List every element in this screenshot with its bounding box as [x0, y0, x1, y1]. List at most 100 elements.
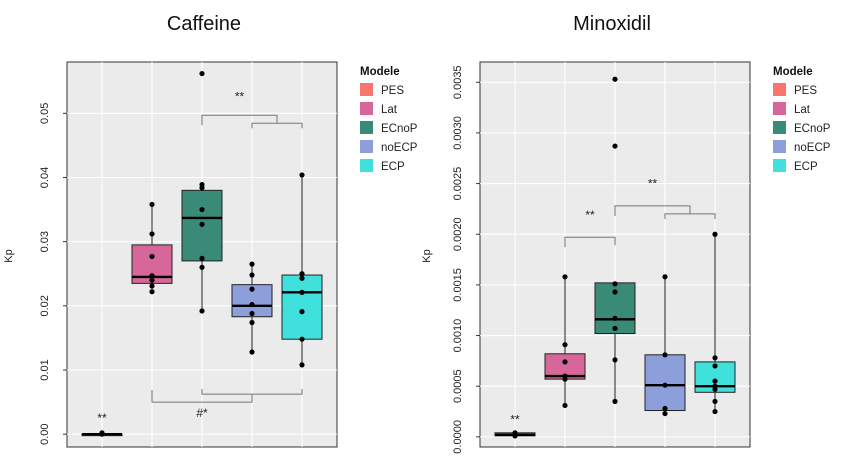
- minoxidil-significance-label: **: [510, 413, 520, 427]
- minoxidil-legend-key-pes: [773, 83, 786, 96]
- minoxidil-data-point: [712, 363, 718, 369]
- caffeine-y-ticks: 0.00 0.01 0.02 0.03 0.04 0.05: [39, 103, 67, 445]
- caffeine-data-point: [199, 255, 205, 261]
- caffeine-data-point: [299, 271, 305, 277]
- minoxidil-data-point: [562, 359, 568, 365]
- minoxidil-legend-label-ecnop: ECnoP: [794, 123, 831, 135]
- minoxidil-legend-label-ecp: ECP: [794, 161, 818, 173]
- caffeine-y-tick-label: 0.04: [39, 167, 51, 188]
- minoxidil-data-point: [662, 274, 668, 280]
- caffeine-data-point: [299, 289, 305, 295]
- caffeine-legend-title: Modele: [360, 66, 400, 78]
- caffeine-data-point: [149, 289, 155, 295]
- minoxidil-y-tick-label: 0.0015: [452, 268, 464, 302]
- caffeine-data-point: [299, 336, 305, 342]
- caffeine-data-point: [299, 172, 305, 178]
- caffeine-data-point: [249, 349, 255, 355]
- caffeine-significance-label: **: [235, 90, 245, 104]
- caffeine-boxes: [81, 70, 323, 437]
- caffeine-significance-bracket-sub: [251, 122, 303, 129]
- caffeine-legend-label-pes: PES: [381, 85, 404, 97]
- caffeine-data-point: [149, 273, 155, 279]
- caffeine-box-pes: [81, 430, 123, 437]
- minoxidil-data-point: [612, 143, 618, 149]
- minoxidil-data-point: [612, 325, 618, 332]
- minoxidil-data-point: [512, 433, 518, 439]
- minoxidil-y-axis-label: Kp: [421, 249, 433, 262]
- minoxidil-data-point: [662, 410, 668, 417]
- caffeine-legend-label-lat: Lat: [381, 104, 398, 116]
- minoxidil-data-point: [712, 398, 718, 405]
- caffeine-box-lat: [131, 201, 173, 295]
- minoxidil-title: Minoxidil: [573, 13, 651, 35]
- caffeine-data-point: [199, 185, 205, 191]
- caffeine-data-point: [249, 319, 255, 326]
- minoxidil-data-point: [662, 352, 668, 358]
- minoxidil-data-point: [562, 274, 568, 280]
- minoxidil-box-pes: [494, 430, 536, 439]
- caffeine-data-point: [249, 286, 255, 292]
- minoxidil-y-tick-label: 0.0010: [452, 319, 464, 353]
- minoxidil-data-point: [662, 382, 668, 388]
- caffeine-box-ecnop: [181, 70, 223, 314]
- caffeine-significance-bracket: [201, 114, 278, 126]
- minoxidil-legend: Modele PES Lat ECnoP noECP ECP: [773, 66, 831, 173]
- minoxidil-legend-key-noecp: [773, 140, 786, 153]
- caffeine-y-tick-label: 0.05: [39, 103, 51, 124]
- minoxidil-significance-bracket-sub: [664, 213, 716, 219]
- caffeine-legend-key-ecp: [360, 159, 373, 172]
- minoxidil-data-point: [612, 357, 618, 363]
- minoxidil-data-point: [712, 231, 718, 237]
- minoxidil-legend-key-lat: [773, 102, 786, 115]
- minoxidil-panel: Minoxidil Kp 0.0000 0.0005 0.0010 0.0015 0.0…: [421, 13, 751, 454]
- caffeine-box-noecp: [231, 261, 273, 355]
- caffeine-significance-label: **: [97, 411, 107, 425]
- caffeine-data-point: [199, 221, 205, 227]
- caffeine-annotations: ** ** #*: [97, 90, 303, 425]
- caffeine-data-point: [199, 308, 205, 314]
- minoxidil-significance-bracket: [614, 205, 691, 216]
- minoxidil-legend-label-pes: PES: [794, 85, 817, 97]
- caffeine-significance-label: #*: [196, 406, 208, 420]
- minoxidil-significance-label: **: [585, 208, 595, 222]
- minoxidil-annotations: ** ** **: [510, 177, 716, 427]
- caffeine-box-ecp: [281, 172, 323, 368]
- caffeine-legend-key-pes: [360, 83, 373, 96]
- minoxidil-y-tick-label: 0.0000: [452, 420, 464, 454]
- minoxidil-significance-label: **: [648, 177, 658, 191]
- caffeine-data-point: [149, 231, 155, 237]
- minoxidil-data-point: [612, 76, 618, 82]
- caffeine-data-point: [299, 275, 305, 281]
- minoxidil-box-ecnop: [594, 76, 636, 405]
- caffeine-data-point: [199, 206, 205, 213]
- minoxidil-legend-label-noecp: noECP: [794, 142, 831, 154]
- minoxidil-data-point: [712, 408, 718, 415]
- caffeine-legend-key-noecp: [360, 140, 373, 153]
- minoxidil-legend-key-ecnop: [773, 121, 786, 134]
- caffeine-data-point: [299, 362, 305, 368]
- minoxidil-legend-title: Modele: [773, 66, 813, 78]
- caffeine-data-point: [249, 310, 255, 317]
- caffeine-data-point: [249, 301, 255, 308]
- caffeine-legend-key-lat: [360, 102, 373, 115]
- minoxidil-legend-key-ecp: [773, 159, 786, 172]
- caffeine-y-tick-label: 0.00: [39, 423, 51, 444]
- caffeine-y-axis-label: Kp: [3, 249, 15, 262]
- caffeine-data-point: [249, 272, 255, 278]
- minoxidil-legend-label-lat: Lat: [794, 104, 811, 116]
- caffeine-y-tick-label: 0.02: [39, 295, 51, 316]
- minoxidil-y-tick-label: 0.0030: [452, 116, 464, 150]
- minoxidil-data-point: [712, 355, 718, 361]
- minoxidil-data-point: [562, 402, 568, 409]
- minoxidil-y-tick-label: 0.0020: [452, 217, 464, 251]
- minoxidil-box-lat: [544, 274, 586, 409]
- caffeine-legend: Modele PES Lat ECnoP noECP ECP: [360, 66, 418, 173]
- minoxidil-box-ecp: [694, 231, 736, 415]
- caffeine-data-point: [99, 430, 105, 436]
- caffeine-legend-label-ecnop: ECnoP: [381, 123, 418, 135]
- minoxidil-y-tick-label: 0.0005: [452, 369, 464, 403]
- caffeine-title: Caffeine: [167, 13, 241, 35]
- caffeine-panel: Caffeine Kp 0.000.010.020.030.040.05 ***…: [3, 13, 338, 448]
- minoxidil-data-point: [612, 398, 618, 405]
- caffeine-significance-bracket-sub: [201, 389, 303, 395]
